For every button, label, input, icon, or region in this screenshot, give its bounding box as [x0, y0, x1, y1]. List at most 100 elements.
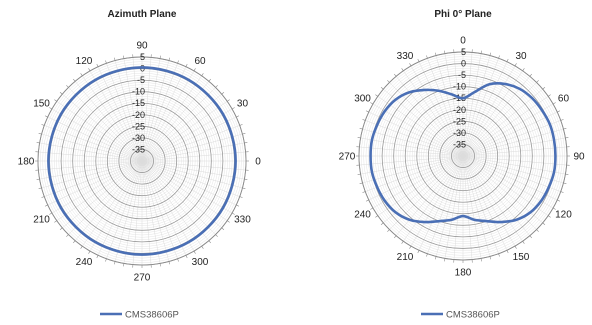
- outer-tick: [380, 222, 384, 226]
- outer-tick: [215, 85, 218, 88]
- spoke: [377, 96, 464, 157]
- major-ring: [427, 120, 499, 192]
- outer-tick: [387, 80, 390, 83]
- outer-tick: [123, 263, 125, 267]
- outer-tick: [236, 204, 240, 207]
- spoke: [377, 155, 464, 216]
- angle-label: 60: [558, 94, 570, 105]
- outer-tick: [244, 142, 248, 144]
- phi-0-plane-chart: Phi 0° Plane 50-5-10-15-20-25-30-3503060…: [339, 9, 585, 321]
- angle-label: 150: [33, 99, 50, 110]
- spoke: [141, 160, 195, 252]
- major-ring: [393, 86, 533, 226]
- spoke: [372, 103, 464, 157]
- outer-tick: [105, 258, 107, 262]
- angle-label: 270: [339, 152, 356, 163]
- outer-tick: [365, 199, 369, 202]
- angle-label: 120: [555, 210, 572, 221]
- spoke: [51, 108, 143, 162]
- outer-tick: [514, 245, 517, 249]
- spoke: [141, 93, 222, 162]
- spoke: [462, 155, 473, 260]
- outer-tick: [208, 78, 212, 82]
- spoke: [44, 125, 143, 162]
- outer-tick: [88, 250, 91, 254]
- radial-tick-label: -10: [132, 87, 145, 97]
- angle-label: 0: [460, 36, 466, 47]
- radial-tick-label: 5: [140, 52, 145, 62]
- spoke: [62, 160, 143, 229]
- outer-tick: [193, 68, 196, 72]
- spoke: [362, 155, 464, 184]
- spoke: [56, 160, 143, 221]
- spoke: [141, 63, 178, 162]
- azimuth-plane-chart: Azimuth Plane 5 0 -5 -10-15 -20-25 -30-35 90 60…: [18, 9, 262, 321]
- spoke: [462, 137, 566, 157]
- spoke: [462, 155, 499, 254]
- spoke: [462, 155, 554, 209]
- outer-tick: [435, 256, 437, 260]
- spoke: [141, 160, 161, 264]
- spoke: [365, 155, 464, 192]
- outer-tick: [380, 86, 384, 90]
- outer-tick: [357, 137, 361, 139]
- spoke: [395, 76, 464, 157]
- spoke: [462, 155, 561, 192]
- spoke: [51, 160, 143, 214]
- spoke: [141, 160, 216, 235]
- outer-tick: [444, 258, 446, 262]
- spoke: [89, 160, 143, 252]
- outer-tick: [72, 240, 76, 244]
- outer-tick: [221, 227, 225, 231]
- outer-tick: [560, 191, 564, 193]
- spoke: [141, 160, 228, 221]
- spoke: [114, 60, 143, 162]
- major-ring: [118, 137, 166, 185]
- spoke: [435, 55, 464, 157]
- major-ring: [106, 125, 178, 197]
- angle-label: 240: [354, 210, 371, 221]
- outer-tick: [529, 235, 533, 239]
- angle-label: 30: [237, 99, 249, 110]
- outer-tick: [417, 58, 420, 62]
- major-ring: [416, 109, 510, 203]
- outer-tick: [44, 115, 48, 118]
- spoke: [141, 57, 152, 162]
- outer-tick: [370, 207, 374, 210]
- outer-tick: [227, 220, 230, 223]
- spoke: [410, 65, 464, 157]
- outer-tick: [239, 124, 243, 126]
- outer-tick: [514, 63, 517, 67]
- outer-tick: [362, 191, 366, 193]
- spoke: [418, 155, 464, 251]
- spoke: [56, 101, 143, 162]
- outer-tick: [41, 124, 45, 126]
- spoke: [141, 160, 246, 171]
- spoke: [141, 160, 240, 197]
- spoke: [462, 146, 567, 157]
- spoke: [82, 75, 143, 162]
- spoke: [462, 96, 549, 157]
- spoke: [462, 155, 566, 175]
- angle-label: 210: [33, 215, 50, 226]
- radial-tick-label: -30: [132, 133, 145, 143]
- angle-label: 30: [515, 51, 527, 62]
- outer-tick: [59, 91, 63, 95]
- angle-label: 180: [455, 268, 472, 279]
- major-ring: [451, 144, 475, 168]
- outer-tick: [409, 245, 412, 249]
- spoke: [38, 151, 143, 162]
- angle-label: 0: [255, 157, 261, 168]
- outer-tick: [542, 222, 546, 226]
- series-line: [47, 66, 237, 256]
- spoke: [372, 155, 464, 209]
- major-ring: [95, 114, 189, 208]
- major-ring: [381, 74, 545, 238]
- outer-tick: [54, 220, 57, 223]
- major-ring: [439, 132, 487, 180]
- spoke: [462, 65, 516, 157]
- spoke: [435, 155, 464, 257]
- outer-tick: [359, 182, 363, 184]
- spoke: [410, 155, 464, 247]
